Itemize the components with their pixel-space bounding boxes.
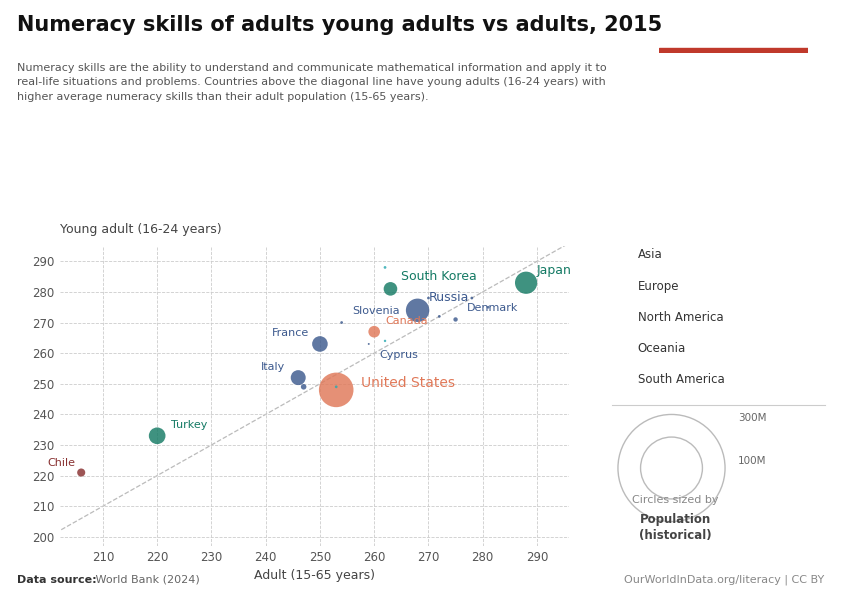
Text: 100M: 100M bbox=[738, 456, 767, 466]
Text: Data source:: Data source: bbox=[17, 575, 97, 585]
Text: World Bank (2024): World Bank (2024) bbox=[92, 575, 200, 585]
Point bbox=[433, 311, 446, 321]
Text: Numeracy skills of adults young adults vs adults, 2015: Numeracy skills of adults young adults v… bbox=[17, 15, 662, 35]
Text: Our World: Our World bbox=[703, 17, 763, 28]
Text: Population
(historical): Population (historical) bbox=[639, 513, 712, 542]
Point bbox=[411, 305, 424, 315]
Text: Oceania: Oceania bbox=[638, 342, 686, 355]
Point bbox=[292, 373, 305, 382]
Text: South Korea: South Korea bbox=[401, 270, 477, 283]
Text: Canada: Canada bbox=[385, 316, 428, 326]
Text: Turkey: Turkey bbox=[171, 419, 207, 430]
Point bbox=[150, 431, 164, 440]
Point bbox=[297, 382, 310, 392]
Text: United States: United States bbox=[360, 376, 455, 390]
Point bbox=[313, 339, 326, 349]
Text: Young adult (16-24 years): Young adult (16-24 years) bbox=[60, 223, 221, 236]
Point bbox=[362, 339, 376, 349]
Point bbox=[335, 318, 348, 328]
Text: South America: South America bbox=[638, 373, 724, 386]
Text: 300M: 300M bbox=[738, 413, 767, 423]
Text: Denmark: Denmark bbox=[467, 304, 518, 313]
Point bbox=[378, 263, 392, 272]
Bar bbox=[659, 47, 808, 53]
Text: Italy: Italy bbox=[260, 362, 285, 371]
Point bbox=[449, 314, 462, 324]
Text: Russia: Russia bbox=[428, 291, 469, 304]
Point bbox=[367, 327, 381, 337]
Point bbox=[519, 278, 533, 287]
Text: North America: North America bbox=[638, 311, 723, 324]
Text: Cyprus: Cyprus bbox=[380, 350, 418, 360]
Point bbox=[330, 385, 343, 395]
Text: Slovenia: Slovenia bbox=[353, 307, 400, 316]
X-axis label: Adult (15-65 years): Adult (15-65 years) bbox=[254, 569, 375, 583]
Text: Asia: Asia bbox=[638, 248, 662, 262]
Text: OurWorldInData.org/literacy | CC BY: OurWorldInData.org/literacy | CC BY bbox=[624, 575, 824, 585]
Point bbox=[383, 284, 397, 293]
Text: Chile: Chile bbox=[48, 458, 76, 468]
Point bbox=[378, 336, 392, 346]
Text: Circles sized by: Circles sized by bbox=[632, 495, 719, 505]
Point bbox=[481, 302, 495, 312]
Text: Numeracy skills are the ability to understand and communicate mathematical infor: Numeracy skills are the ability to under… bbox=[17, 63, 607, 102]
Point bbox=[75, 468, 88, 478]
Text: Europe: Europe bbox=[638, 280, 679, 293]
Text: France: France bbox=[272, 328, 309, 338]
Text: in Data: in Data bbox=[711, 31, 755, 41]
Point bbox=[330, 382, 343, 392]
Point bbox=[465, 293, 479, 303]
Point bbox=[422, 293, 435, 303]
Text: Japan: Japan bbox=[537, 263, 572, 277]
